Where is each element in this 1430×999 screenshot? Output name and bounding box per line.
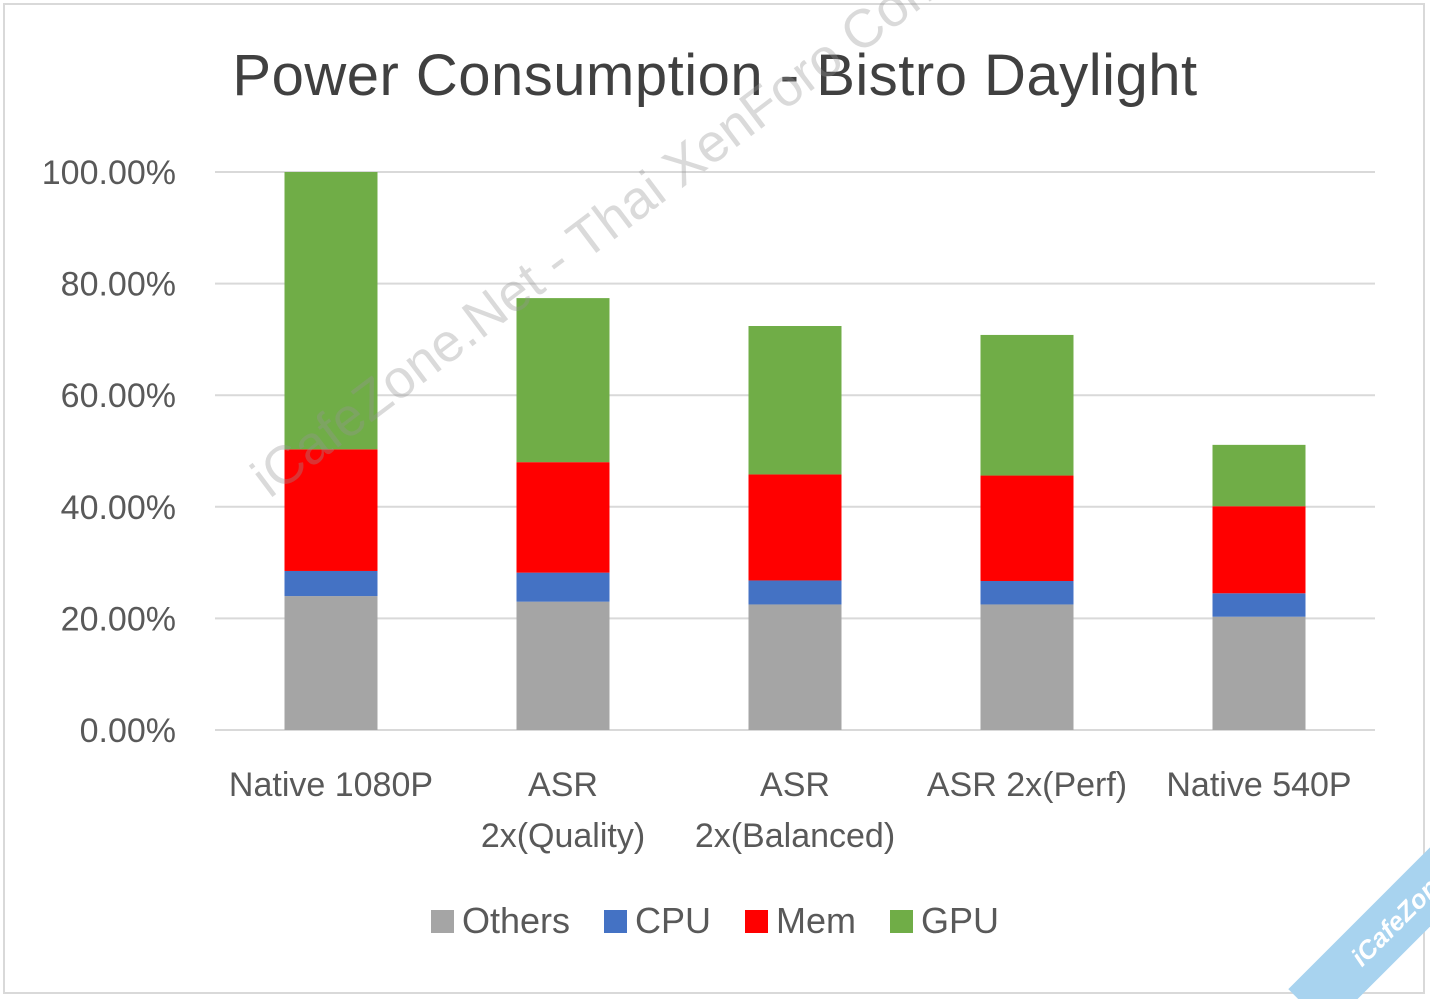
chart-legend: Others CPU Mem GPU — [0, 900, 1430, 942]
bar-segment-others — [980, 604, 1074, 730]
bar-segment-others — [284, 596, 378, 730]
x-tick-label: ASR 2x(Perf) — [927, 766, 1127, 804]
y-tick-label: 100.00% — [42, 154, 176, 192]
bar-segment-cpu — [284, 570, 378, 597]
legend-swatch — [430, 909, 454, 933]
y-tick-label: 20.00% — [61, 600, 176, 638]
bar-segment-others — [516, 601, 610, 730]
bar-segment-cpu — [516, 572, 610, 602]
x-tick-label: Native 1080P — [229, 766, 433, 804]
legend-label: Others — [461, 900, 570, 941]
legend-item-others: Others — [430, 900, 570, 942]
bar-segment-mem — [748, 474, 842, 581]
y-tick-label: 40.00% — [61, 489, 176, 527]
x-tick-label: 2x(Quality) — [481, 817, 645, 855]
bar-segment-others — [748, 604, 842, 730]
legend-label: GPU — [921, 900, 1000, 941]
bar-segment-cpu — [1212, 593, 1306, 617]
y-tick-label: 0.00% — [80, 712, 176, 750]
chart-title: Power Consumption - Bistro Daylight — [232, 43, 1198, 108]
corner-badge-label: iCafeZone — [1288, 819, 1430, 999]
y-tick-label: 60.00% — [61, 377, 176, 415]
legend-item-cpu: CPU — [604, 900, 711, 942]
bar-segment-gpu — [516, 298, 610, 463]
legend-label: CPU — [635, 900, 712, 941]
legend-swatch — [890, 909, 914, 933]
corner-badge: iCafeZone — [1250, 819, 1430, 999]
x-tick-label: ASR — [760, 766, 830, 804]
legend-swatch — [745, 909, 769, 933]
bar-segment-others — [1212, 616, 1306, 730]
chart-frame — [3, 3, 1425, 994]
bar-segment-mem — [980, 475, 1074, 582]
bar-segment-mem — [284, 449, 378, 571]
legend-label: Mem — [776, 900, 857, 941]
bar-segment-gpu — [1212, 444, 1306, 507]
bar-segment-cpu — [980, 581, 1074, 605]
legend-item-mem: Mem — [745, 900, 856, 942]
bar-segment-mem — [1212, 506, 1306, 594]
legend-swatch — [604, 909, 627, 933]
legend-item-gpu: GPU — [890, 900, 999, 942]
x-tick-label: ASR — [528, 766, 598, 804]
bar-segment-mem — [516, 462, 610, 573]
bar-segment-cpu — [748, 580, 842, 605]
bar-segment-gpu — [284, 172, 378, 450]
y-tick-label: 80.00% — [61, 266, 176, 304]
x-tick-label: 2x(Balanced) — [695, 817, 895, 855]
x-tick-label: Native 540P — [1166, 766, 1351, 804]
bar-segment-gpu — [748, 326, 842, 475]
bar-segment-gpu — [980, 334, 1074, 476]
